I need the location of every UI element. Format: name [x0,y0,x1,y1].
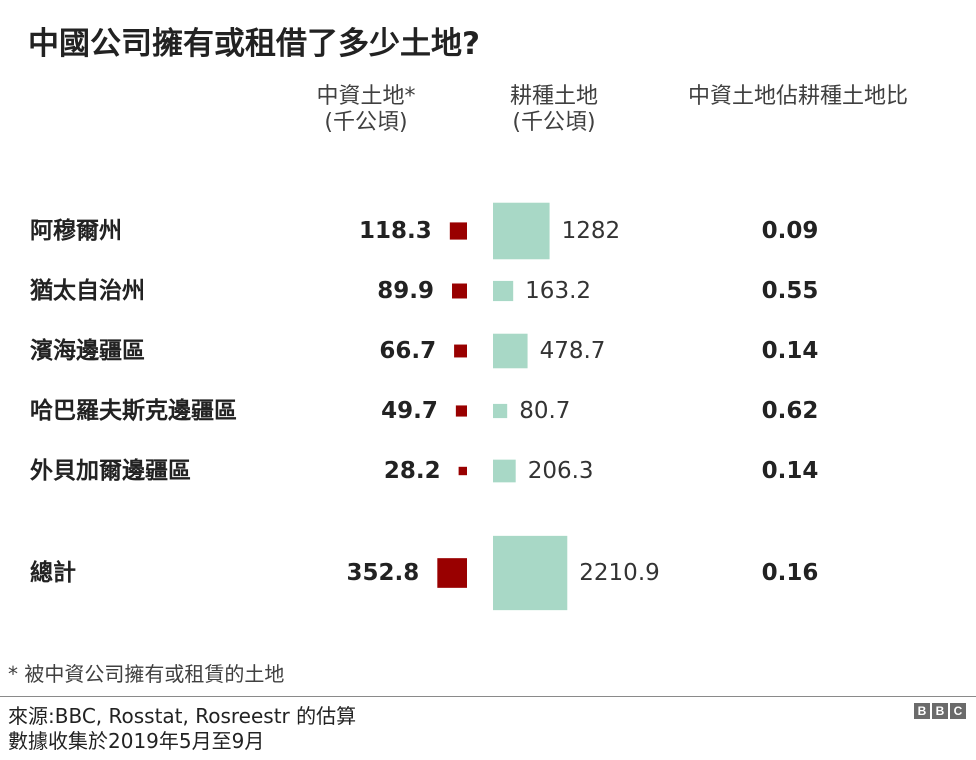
farm-land-header-label: 耕種土地 [509,84,598,109]
china-land-value-row-4: 49.7 [381,398,438,424]
bbc-logo-block: B [932,703,948,719]
ratio-header-label: 中資土地佔耕種土地比 [687,84,908,109]
region-label-row-5: 外貝加爾邊疆區 [30,457,191,484]
column-header-china-land: 中資土地* (千公頃) [296,84,436,136]
region-label-row-2: 猶太自治州 [30,277,145,304]
bbc-logo-block: B [914,703,930,719]
source-block: 來源:BBC, Rosstat, Rosreestr 的估算 數據收集於2019… [8,704,356,754]
ratio-value-row-1: 0.09 [762,218,819,244]
china-land-header-label: 中資土地* [316,84,416,109]
collection-date-text: 數據收集於2019年5月至9月 [8,729,265,753]
farm-land-square-row-1 [493,202,550,260]
region-label-total: 總計 [30,559,76,586]
china-land-square-row-2 [452,283,467,299]
farm-land-square-total [493,535,568,611]
ratio-value-total: 0.16 [762,560,819,586]
bbc-logo: B B C [914,703,966,719]
farm-land-value-total: 2210.9 [579,560,659,586]
farm-land-value-row-2: 163.2 [525,278,591,304]
china-land-value-row-1: 118.3 [359,218,432,244]
china-land-value-row-3: 66.7 [379,338,436,364]
chart-title: 中國公司擁有或租借了多少土地? [28,26,480,62]
china-land-square-row-5 [458,466,467,476]
region-label-row-1: 阿穆爾州 [30,217,122,244]
china-land-value-row-5: 28.2 [384,458,441,484]
ratio-value-row-5: 0.14 [762,458,819,484]
china-land-value-row-2: 89.9 [377,278,434,304]
farm-land-value-row-4: 80.7 [519,398,570,424]
region-label-row-3: 濱海邊疆區 [30,337,145,364]
china-land-square-total [437,558,467,588]
china-land-square-row-3 [454,344,467,358]
source-text: 來源:BBC, Rosstat, Rosreestr 的估算 [8,704,357,728]
ratio-value-row-2: 0.55 [762,278,819,304]
farm-land-square-row-2 [493,280,514,302]
farm-land-square-row-3 [493,333,528,369]
column-header-ratio: 中資土地佔耕種土地比 [648,84,948,110]
farm-land-square-row-5 [493,459,516,483]
ratio-value-row-3: 0.14 [762,338,819,364]
bbc-logo-block: C [950,703,966,719]
china-land-square-row-1 [449,222,467,240]
farm-land-value-row-3: 478.7 [540,338,606,364]
china-land-header-unit: (千公頃) [324,110,408,135]
china-land-square-row-4 [455,405,467,417]
ratio-value-row-4: 0.62 [762,398,819,424]
column-header-farm-land: 耕種土地 (千公頃) [484,84,624,136]
farm-land-header-unit: (千公頃) [512,110,596,135]
farm-land-value-row-1: 1282 [562,218,621,244]
footnote: * 被中資公司擁有或租賃的土地 [8,662,285,686]
region-label-row-4: 哈巴羅夫斯克邊疆區 [30,397,237,424]
farm-land-value-row-5: 206.3 [528,458,594,484]
farm-land-square-row-4 [493,403,508,419]
footer-divider [0,696,976,697]
china-land-value-total: 352.8 [347,560,420,586]
